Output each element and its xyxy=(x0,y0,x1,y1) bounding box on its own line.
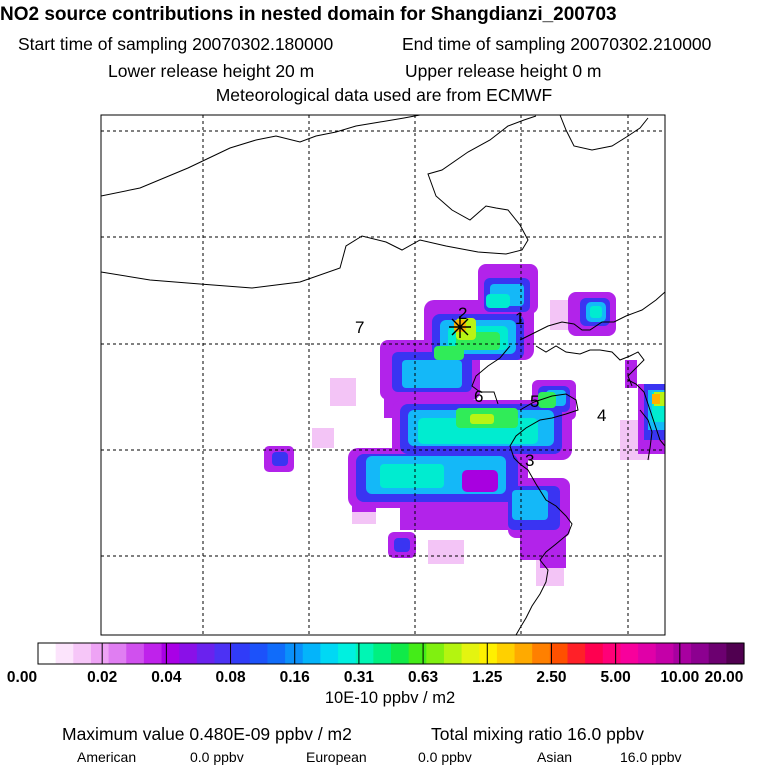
colorbar-swatch xyxy=(514,643,533,664)
colorbar-swatch xyxy=(232,643,251,664)
station-label-5: 5 xyxy=(530,392,539,411)
total-mixing-ratio: Total mixing ratio 16.0 ppbv xyxy=(431,724,645,744)
colorbar-swatch xyxy=(285,643,304,664)
grid-lines xyxy=(101,115,665,635)
colorbar-tick-label: 0.08 xyxy=(215,669,246,686)
colorbar-swatch xyxy=(355,643,374,664)
colorbar-swatch xyxy=(73,643,92,664)
colorbar-swatch xyxy=(408,643,427,664)
colorbar-tick-label: 20.00 xyxy=(704,669,744,686)
colorbar-swatch xyxy=(179,643,198,664)
colorbar-swatch xyxy=(161,643,180,664)
colorbar-swatch xyxy=(461,643,480,664)
colorbar-swatch xyxy=(496,643,516,664)
american-label: American xyxy=(77,749,137,765)
colorbar-swatch xyxy=(320,643,339,664)
start-time: Start time of sampling 20070302.180000 xyxy=(18,34,334,54)
station-label-2: 2 xyxy=(458,304,467,323)
colorbar-swatch xyxy=(338,643,357,664)
colorbar-swatch xyxy=(196,643,216,664)
colorbar-swatch xyxy=(673,643,692,664)
maximum-value: Maximum value 0.480E-09 ppbv / m2 xyxy=(62,724,352,744)
plume-magenta-core xyxy=(462,470,498,492)
colorbar-swatch xyxy=(443,643,463,664)
colorbar-swatch xyxy=(373,643,392,664)
colorbar-tick-label: 0.63 xyxy=(407,669,439,686)
colorbar-swatch xyxy=(479,643,498,664)
colorbar-swatch xyxy=(638,643,657,664)
colorbar-swatch xyxy=(38,643,57,664)
met-data-source: Meteorological data used are from ECMWF xyxy=(215,85,553,105)
colorbar-swatch xyxy=(108,643,127,664)
colorbar-tick-label: 0.00 xyxy=(6,669,38,686)
map-frame xyxy=(100,114,666,636)
end-time: End time of sampling 20070302.210000 xyxy=(402,34,712,54)
colorbar-swatch xyxy=(532,643,551,664)
station-label-1: 1 xyxy=(515,309,524,328)
station-label-3: 3 xyxy=(525,451,534,470)
colorbar-swatch xyxy=(567,643,586,664)
colorbar-swatch xyxy=(655,643,674,664)
station-labels: 1 2 3 4 5 6 7 xyxy=(355,304,606,470)
colorbar-tick-label: 0.31 xyxy=(343,669,374,686)
colorbar-tick-label: 0.04 xyxy=(151,669,182,686)
colorbar-swatch xyxy=(602,643,622,664)
station-label-4: 4 xyxy=(597,406,606,425)
plume-layer xyxy=(264,264,665,586)
map-title: NO2 source contributions in nested domai… xyxy=(0,4,617,25)
colorbar-tick-label: 10.00 xyxy=(660,669,700,686)
colorbar-tick-label: 5.00 xyxy=(600,669,631,686)
upper-release-height: Upper release height 0 m xyxy=(405,61,602,81)
european-value: 0.0 ppbv xyxy=(418,749,472,765)
colorbar-swatch xyxy=(691,643,710,664)
colorbar-tick-label: 0.16 xyxy=(279,669,310,686)
colorbar xyxy=(37,642,745,665)
colorbar-swatch xyxy=(126,643,145,664)
lower-release-height: Lower release height 20 m xyxy=(108,61,315,81)
colorbar-swatch xyxy=(585,643,604,664)
colorbar-swatch xyxy=(302,643,321,664)
colorbar-swatch xyxy=(90,643,110,664)
colorbar-tick-label: 1.25 xyxy=(472,669,503,686)
colorbar-tick-label: 2.50 xyxy=(536,669,567,686)
colorbar-swatch xyxy=(55,643,74,664)
colorbar-swatch xyxy=(426,643,445,664)
colorbar-swatch xyxy=(214,643,233,664)
colorbar-swatch xyxy=(726,643,745,664)
station-label-7: 7 xyxy=(355,318,364,337)
station-label-6: 6 xyxy=(474,387,483,406)
coastline-layer xyxy=(101,115,665,635)
asian-label: Asian xyxy=(537,749,573,765)
station-marker-icon xyxy=(449,316,471,338)
asian-value: 16.0 ppbv xyxy=(620,749,682,765)
colorbar-border xyxy=(37,642,745,665)
colorbar-swatch xyxy=(391,643,410,664)
european-label: European xyxy=(306,749,367,765)
colorbar-swatch xyxy=(249,643,269,664)
colorbar-unit: 10E-10 ppbv / m2 xyxy=(324,689,456,707)
colorbar-swatch xyxy=(620,643,639,664)
colorbar-tick-label: 0.02 xyxy=(87,669,118,686)
colorbar-swatch xyxy=(267,643,286,664)
colorbar-swatch xyxy=(143,643,163,664)
colorbar-swatch xyxy=(708,643,727,664)
american-value: 0.0 ppbv xyxy=(190,749,244,765)
colorbar-swatch xyxy=(549,643,569,664)
